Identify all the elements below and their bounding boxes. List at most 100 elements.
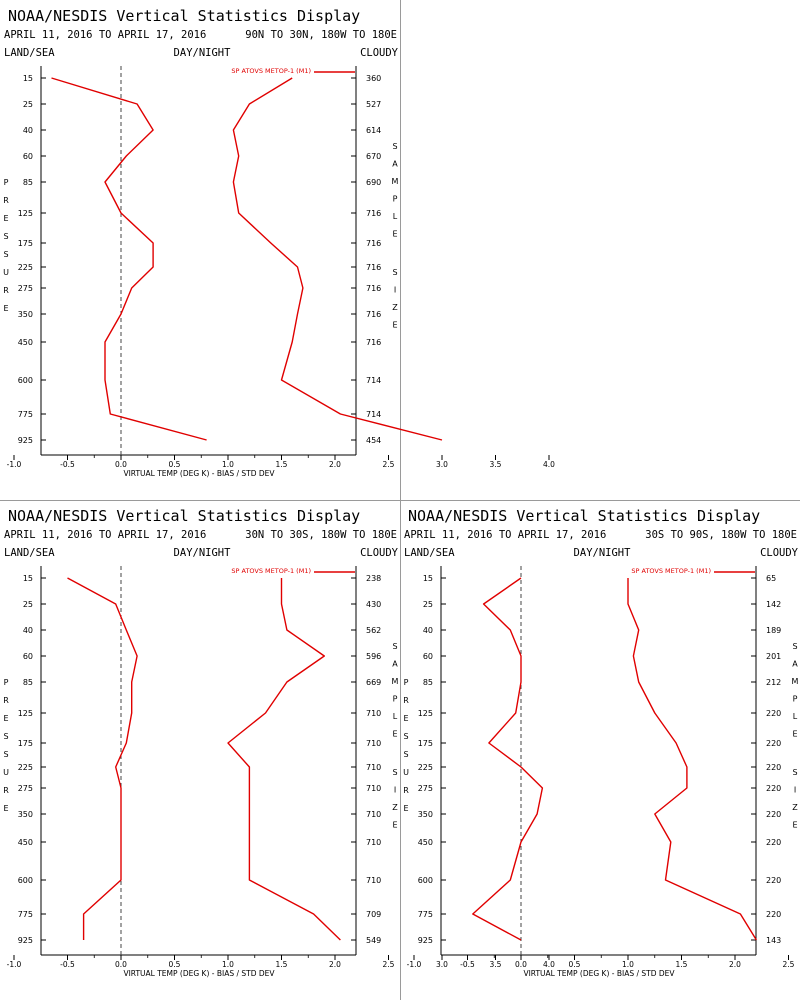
day-night-label: DAY/NIGHT [574,547,632,559]
x-tick-label: -0.5 [60,960,75,969]
land-sea-label: LAND/SEA [4,47,55,59]
panel-2: NOAA/NESDIS Vertical Statistics Display A… [3,507,555,978]
pressure-axis-letter: E [3,714,8,723]
x-tick-label: 2.5 [383,460,395,469]
pressure-tick-label: 225 [18,263,33,272]
sample-axis-letter: I [394,786,396,795]
pressure-tick-label: 275 [18,284,33,293]
sample-axis-letter: S [392,768,397,777]
sample-size-label: 710 [366,784,381,793]
sample-axis-letter: I [394,286,396,295]
pressure-axis-letter: R [3,786,9,795]
sample-size-label: 716 [366,284,381,293]
x-tick-label: 1.5 [276,460,288,469]
sample-size-label: 360 [366,74,381,83]
pressure-tick-label: 60 [23,152,33,161]
pressure-axis-letter: S [3,732,8,741]
sample-size-label: 716 [366,310,381,319]
sample-size-label: 220 [766,910,781,919]
x-tick-label: 1.5 [276,960,288,969]
pressure-axis-letter: E [403,714,408,723]
pressure-axis-letter: P [4,178,9,187]
sample-axis-letter: P [793,695,798,704]
x-tick-label: 3.5 [490,460,502,469]
sample-size-label: 527 [366,100,381,109]
sample-axis-letter: E [392,230,397,239]
pressure-tick-label: 25 [23,100,33,109]
sample-size-label: 710 [366,739,381,748]
sample-size-label: 220 [766,784,781,793]
x-tick-label: 0.5 [169,460,181,469]
legend-label: SP ATOVS METOP-1 (M1) [631,567,711,575]
pressure-axis-letter: S [3,232,8,241]
sample-size-label: 670 [366,152,381,161]
pressure-axis-letter: R [403,696,409,705]
pressure-axis-letter: U [403,768,409,777]
sample-axis-letter: P [393,695,398,704]
sample-size-label: 714 [366,410,381,419]
pressure-tick-label: 350 [418,810,433,819]
sample-size-label: 142 [766,600,781,609]
pressure-axis-letter: R [3,286,9,295]
bias-series-line [51,77,207,441]
pressure-tick-label: 85 [23,678,33,687]
x-tick-label: 2.0 [729,960,741,969]
std-dev-series-line [232,77,443,441]
sample-size-label: 562 [366,626,381,635]
x-tick-label: 1.5 [676,960,688,969]
pressure-axis-letter: U [3,768,9,777]
sample-axis-letter: L [393,212,398,221]
sample-axis-letter: L [393,712,398,721]
sample-axis-letter: E [392,321,397,330]
sample-size-label: 430 [366,600,381,609]
sample-axis-letter: A [392,660,398,669]
pressure-tick-label: 85 [23,178,33,187]
pressure-tick-label: 125 [18,709,33,718]
sample-axis-letter: S [392,142,397,151]
pressure-tick-label: 225 [418,763,433,772]
x-tick-label: 2.0 [329,960,341,969]
sample-axis-letter: Z [792,803,798,812]
sample-size-label: 710 [366,876,381,885]
sample-size-label: 614 [366,126,381,135]
sample-axis-letter: E [392,730,397,739]
panel-title: NOAA/NESDIS Vertical Statistics Display [8,7,360,25]
sample-axis-letter: P [393,195,398,204]
pressure-axis-letter: E [403,804,408,813]
pressure-tick-label: 350 [18,310,33,319]
pressure-tick-label: 450 [418,838,433,847]
x-tick-label: 1.0 [622,960,634,969]
x-tick-label: 1.0 [222,960,234,969]
sample-size-label: 714 [366,376,381,385]
pressure-axis-letter: S [3,250,8,259]
sample-size-label: 238 [366,574,381,583]
pressure-tick-label: 125 [18,209,33,218]
pressure-tick-label: 125 [418,709,433,718]
sample-size-label: 220 [766,739,781,748]
pressure-tick-label: 450 [18,338,33,347]
pressure-axis-letter: U [3,268,9,277]
sample-size-label: 710 [366,709,381,718]
sample-axis-letter: S [392,642,397,651]
sample-size-label: 454 [366,436,381,445]
pressure-axis-letter: E [3,804,8,813]
pressure-tick-label: 25 [23,600,33,609]
sample-axis-letter: M [392,677,399,686]
sample-size-label: 212 [766,678,781,687]
pressure-tick-label: 775 [18,910,33,919]
panel-title: NOAA/NESDIS Vertical Statistics Display [408,507,760,525]
sample-axis-letter: E [392,821,397,830]
pressure-tick-label: 775 [18,410,33,419]
x-axis-label: VIRTUAL TEMP (DEG K) - BIAS / STD DEV [523,969,675,978]
pressure-axis-letter: P [404,678,409,687]
x-tick-label: 4.0 [543,460,555,469]
panel-title: NOAA/NESDIS Vertical Statistics Display [8,507,360,525]
pressure-tick-label: 15 [23,574,33,583]
x-tick-label: 2.5 [783,960,795,969]
panel-3: NOAA/NESDIS Vertical Statistics Display A… [403,507,799,978]
pressure-tick-label: 450 [18,838,33,847]
sample-size-label: 220 [766,838,781,847]
cloudy-label: CLOUDY [360,47,399,59]
x-axis-label: VIRTUAL TEMP (DEG K) - BIAS / STD DEV [123,469,275,478]
sample-size-label: 65 [766,574,776,583]
